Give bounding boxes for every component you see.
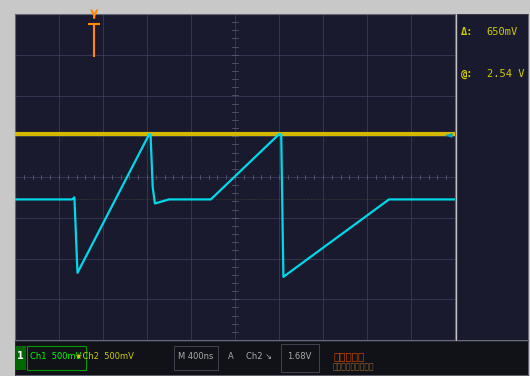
- Text: @:: @:: [461, 70, 473, 79]
- Text: M 400ns: M 400ns: [178, 352, 213, 361]
- Text: 2.54 V: 2.54 V: [487, 70, 524, 79]
- Text: Ch1  500mV: Ch1 500mV: [30, 352, 82, 361]
- Bar: [27, 346, 86, 370]
- Text: Ch2 ↘: Ch2 ↘: [245, 352, 272, 361]
- Text: 射频和天线设计专家: 射频和天线设计专家: [333, 362, 375, 371]
- Text: 易迪拓培训: 易迪拓培训: [333, 351, 364, 361]
- Bar: [281, 344, 319, 371]
- Text: ★Ch2  500mV: ★Ch2 500mV: [75, 352, 134, 361]
- Text: 1.68V: 1.68V: [288, 352, 312, 361]
- Bar: [15, 346, 26, 370]
- Text: A: A: [227, 352, 233, 361]
- Text: ◄: ◄: [445, 129, 453, 139]
- Text: Δ:: Δ:: [461, 27, 473, 37]
- Bar: [174, 346, 218, 370]
- Text: 1: 1: [17, 351, 24, 361]
- Text: 650mV: 650mV: [487, 27, 518, 37]
